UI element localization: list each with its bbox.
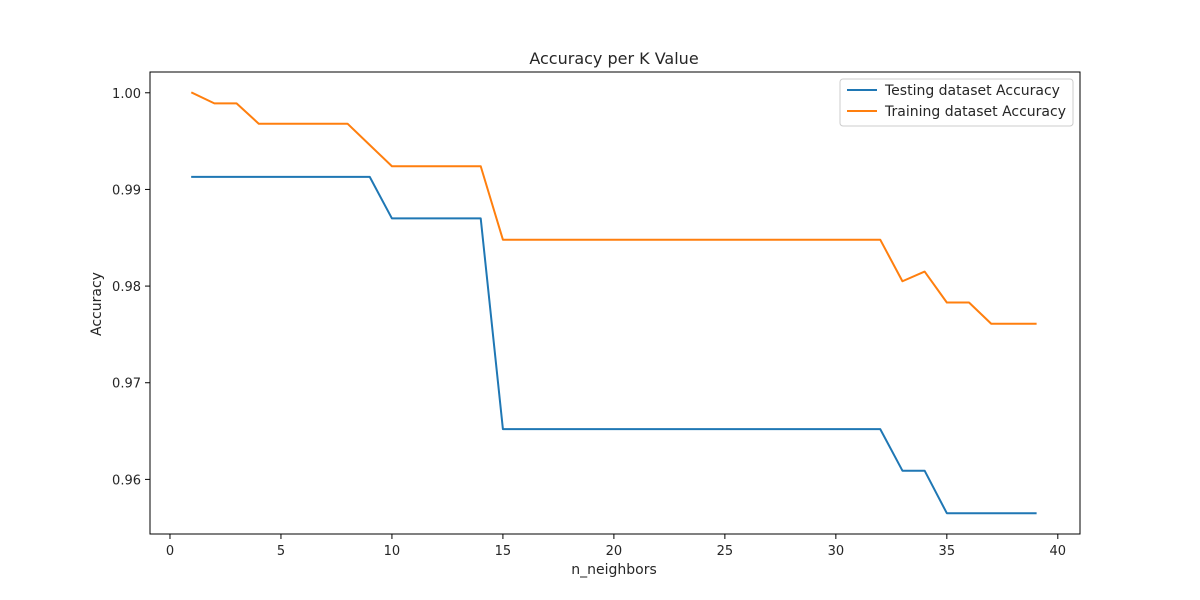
axes-layer: 0 5 10 15 20 25 30 35 40 0.96 0.97 0.98 0.99 1.00: [112, 71, 1081, 559]
legend: Testing dataset Accuracy Training datase…: [839, 78, 1074, 127]
series-layer: [190, 91, 1037, 515]
y-axis-title: Accuracy: [89, 272, 105, 336]
series-line-training: [190, 91, 1037, 325]
x-tick-label: 40: [1050, 544, 1067, 559]
y-tick-label: 0.97: [112, 377, 141, 392]
y-tick-label: 1.00: [112, 87, 141, 102]
x-tick-label: 35: [939, 544, 956, 559]
x-tick-label: 15: [495, 544, 512, 559]
plot-frame: [149, 71, 1081, 535]
legend-label-training: Training dataset Accuracy: [884, 104, 1066, 120]
y-tick-label: 0.99: [112, 183, 141, 198]
x-tick-label: 10: [384, 544, 401, 559]
x-tick-label: 20: [606, 544, 623, 559]
x-tick-label: 30: [828, 544, 845, 559]
legend-frame: [839, 78, 1074, 127]
chart-title: Accuracy per K Value: [529, 49, 698, 68]
x-tick-label: 25: [717, 544, 734, 559]
y-tick-label: 0.98: [112, 280, 141, 295]
series-line-testing: [191, 175, 1037, 515]
x-tick-label: 5: [277, 544, 285, 559]
x-axis-title: n_neighbors: [571, 562, 657, 578]
legend-label-testing: Testing dataset Accuracy: [884, 83, 1060, 99]
x-tick-label: 0: [166, 544, 174, 559]
y-tick-label: 0.96: [112, 473, 141, 488]
